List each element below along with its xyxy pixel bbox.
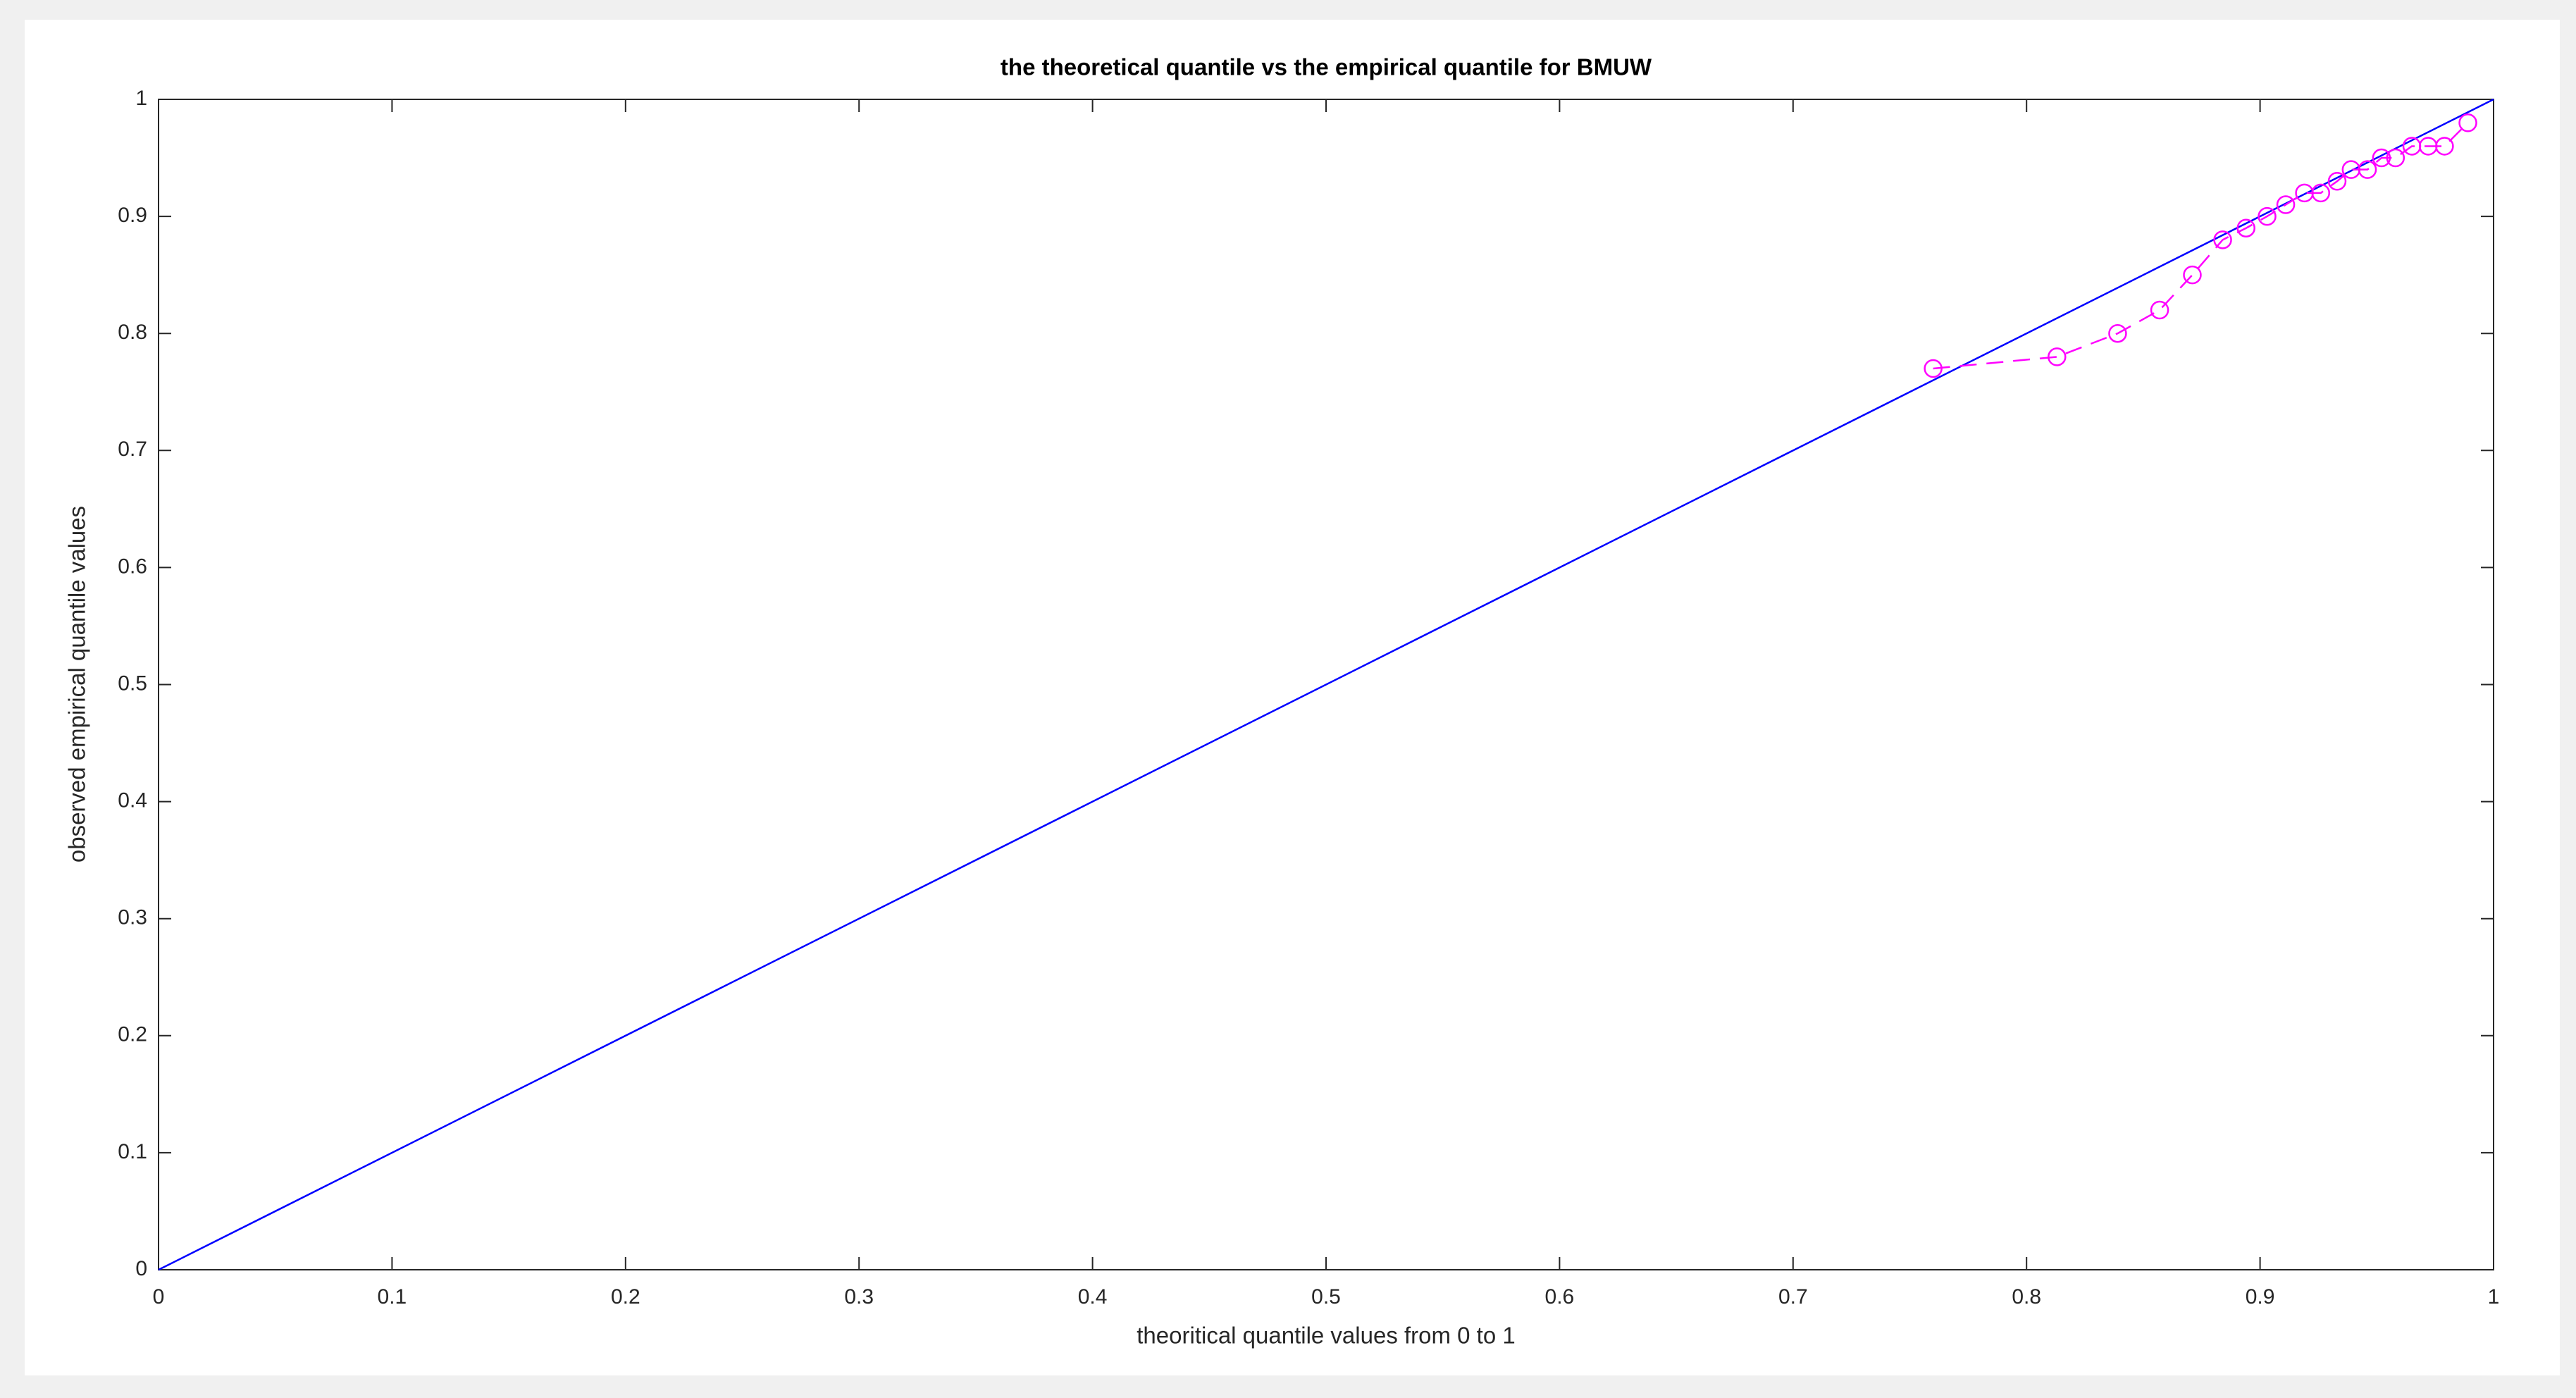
marker	[2213, 230, 2232, 249]
chart-title: the theoretical quantile vs the empirica…	[1001, 54, 1652, 80]
y-tick-label: 0.9	[118, 204, 147, 227]
x-tick-label: 0.5	[1311, 1285, 1341, 1309]
y-tick-label: 0	[135, 1257, 147, 1280]
y-tick-label: 0.4	[118, 789, 147, 812]
marker	[2311, 183, 2331, 203]
x-tick-label: 0.3	[844, 1285, 874, 1309]
marker	[2358, 160, 2377, 179]
y-tick-label: 0.5	[118, 672, 147, 695]
x-tick-label: 1	[2488, 1285, 2500, 1309]
marker	[2276, 195, 2296, 214]
x-tick-label: 0.8	[2012, 1285, 2041, 1309]
x-tick-label: 0.1	[378, 1285, 407, 1309]
y-axis-label: observed empirical quantile values	[64, 506, 90, 862]
y-tick-label: 0.8	[118, 321, 147, 344]
marker	[2258, 206, 2277, 226]
y-tick-label: 0.2	[118, 1023, 147, 1046]
marker	[2327, 172, 2347, 191]
x-tick-label: 0.7	[1778, 1285, 1808, 1309]
axes-box	[158, 99, 2494, 1270]
marker	[2236, 218, 2255, 237]
marker	[2458, 113, 2477, 132]
marker	[1924, 359, 1943, 378]
marker	[2183, 265, 2202, 285]
x-axis-label: theoritical quantile values from 0 to 1	[1137, 1323, 1515, 1349]
x-tick-label: 0.2	[611, 1285, 640, 1309]
x-tick-label: 0.6	[1545, 1285, 1575, 1309]
marker	[2048, 347, 2067, 366]
y-tick-label: 0.1	[118, 1140, 147, 1163]
marker	[2372, 148, 2391, 168]
x-tick-label: 0.9	[2246, 1285, 2275, 1309]
marker	[2435, 137, 2454, 156]
x-tick-label: 0.4	[1078, 1285, 1108, 1309]
x-tick-label: 0	[153, 1285, 165, 1309]
marker	[2386, 148, 2405, 168]
y-tick-label: 0.3	[118, 906, 147, 929]
marker	[2108, 323, 2127, 343]
y-tick-label: 0.7	[118, 438, 147, 461]
y-tick-label: 0.6	[118, 555, 147, 578]
y-tick-label: 1	[135, 87, 147, 110]
marker	[2150, 300, 2169, 320]
series-line	[158, 98, 2494, 1271]
